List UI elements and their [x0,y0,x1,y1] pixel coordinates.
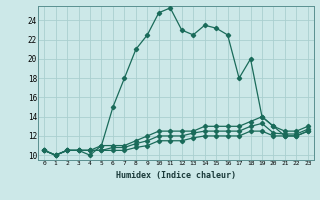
X-axis label: Humidex (Indice chaleur): Humidex (Indice chaleur) [116,171,236,180]
